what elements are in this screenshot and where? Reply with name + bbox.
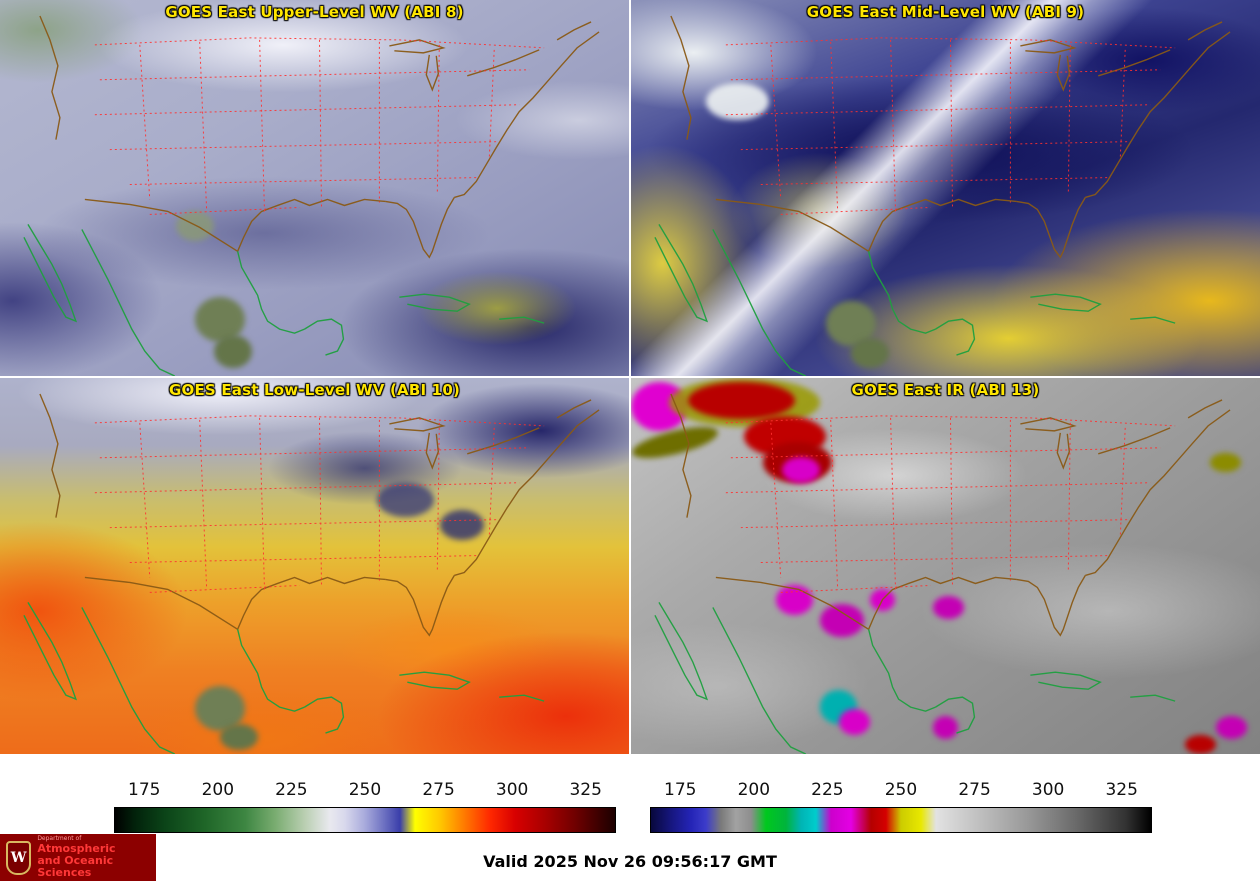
panel-title-mid-wv: GOES East Mid-Level WV (ABI 9) [806, 3, 1085, 21]
tick-label: 300 [495, 780, 529, 800]
tick-label: 200 [201, 780, 235, 800]
satellite-imagery-low-wv [0, 378, 629, 754]
colorbar-wv-ticks: 175 200 225 250 275 300 325 [114, 780, 616, 800]
panel-title-low-wv: GOES East Low-Level WV (ABI 10) [168, 381, 461, 399]
panel-title-ir: GOES East IR (ABI 13) [851, 381, 1040, 399]
panel-grid: GOES East Upper-Level WV (ABI 8) GOES Ea… [0, 0, 1260, 754]
satellite-imagery-ir [631, 378, 1260, 754]
logo-line-oceanic: and Oceanic Sciences [37, 853, 114, 879]
map-overlay [631, 0, 1260, 376]
colorbar-ir-scale [650, 807, 1152, 833]
panel-low-level-wv[interactable]: GOES East Low-Level WV (ABI 10) [0, 378, 629, 754]
tick-label: 200 [737, 780, 771, 800]
colorbar-group-ir: 175 200 225 250 275 300 325 [650, 780, 1152, 833]
tick-label: 275 [958, 780, 991, 800]
logo-line-dept: Department of [37, 835, 82, 843]
tick-label: 250 [348, 780, 382, 800]
colorbar-ir-ticks: 175 200 225 250 275 300 325 [650, 780, 1152, 800]
satellite-imagery-mid-wv [631, 0, 1260, 376]
panel-title-upper-wv: GOES East Upper-Level WV (ABI 8) [165, 3, 464, 21]
colorbar-group-wv: 175 200 225 250 275 300 325 [114, 780, 616, 833]
tick-label: 275 [422, 780, 455, 800]
map-overlay [0, 0, 629, 376]
satellite-imagery-upper-wv [0, 0, 629, 376]
crest-letter: W [10, 849, 27, 866]
panel-mid-level-wv[interactable]: GOES East Mid-Level WV (ABI 9) [631, 0, 1260, 376]
panel-ir[interactable]: GOES East IR (ABI 13) [631, 378, 1260, 754]
tick-label: 175 [128, 780, 161, 800]
map-overlay [0, 378, 629, 754]
uw-aos-logo: W Department of Atmospheric and Oceanic … [0, 834, 156, 881]
tick-label: 325 [1105, 780, 1138, 800]
footer: 175 200 225 250 275 300 325 175 200 225 … [0, 754, 1260, 881]
tick-label: 175 [664, 780, 697, 800]
tick-label: 225 [811, 780, 844, 800]
logo-line-atmospheric: Atmospheric [37, 841, 116, 855]
panel-upper-level-wv[interactable]: GOES East Upper-Level WV (ABI 8) [0, 0, 629, 376]
tick-label: 225 [275, 780, 308, 800]
map-overlay [631, 378, 1260, 754]
uw-crest-icon: W [6, 840, 32, 875]
tick-label: 300 [1031, 780, 1065, 800]
logo-text: Department of Atmospheric and Oceanic Sc… [37, 835, 156, 879]
colorbar-wv-scale [114, 807, 616, 833]
tick-label: 250 [884, 780, 918, 800]
valid-timestamp: Valid 2025 Nov 26 09:56:17 GMT [483, 852, 777, 871]
tick-label: 325 [569, 780, 602, 800]
